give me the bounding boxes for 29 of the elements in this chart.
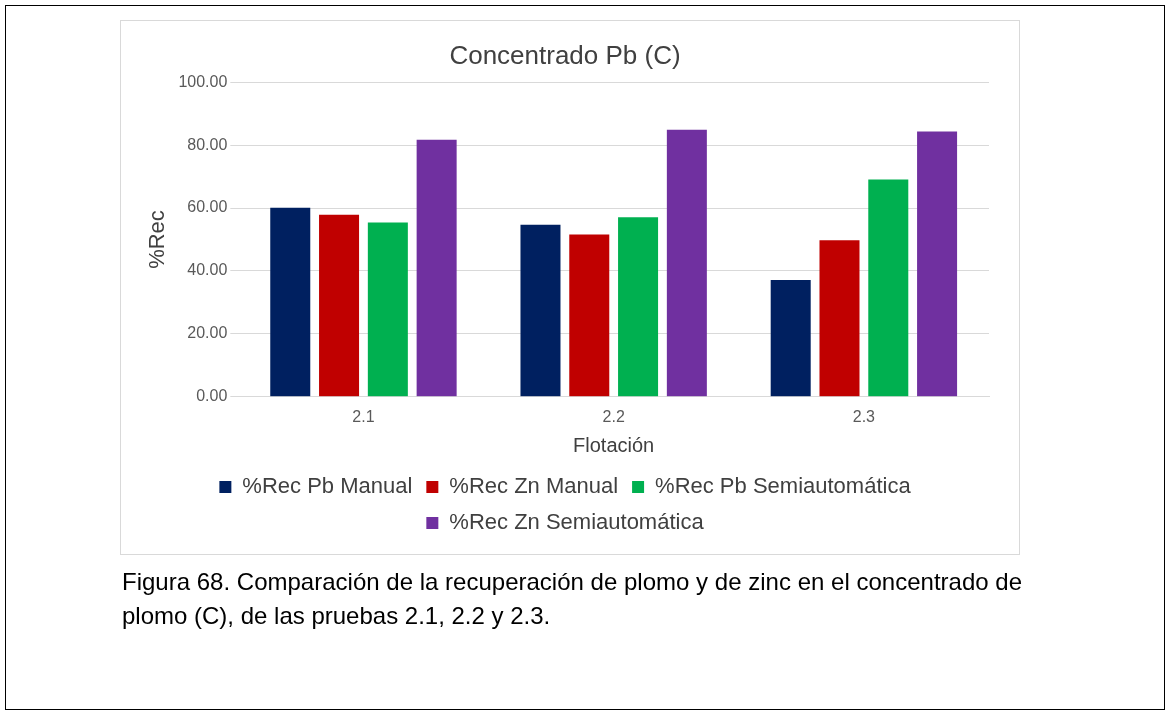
- bar: [367, 222, 408, 397]
- legend-label: %Rec Pb Semiautomática: [655, 473, 912, 499]
- x-tick-label: 2.2: [602, 407, 625, 425]
- bar: [520, 224, 561, 397]
- x-axis-title: Flotación: [573, 433, 655, 456]
- bar: [270, 207, 311, 397]
- y-tick-label: 40.00: [187, 261, 228, 279]
- legend-label: %Rec Pb Manual: [242, 473, 413, 499]
- bar: [618, 217, 659, 397]
- legend-label: %Rec Zn Semiautomática: [449, 509, 705, 535]
- bar: [319, 214, 360, 397]
- bar: [666, 129, 707, 397]
- bar: [416, 139, 457, 397]
- y-tick-label: 80.00: [187, 135, 228, 153]
- text: Figura 68. Comparación de la recuperación de plomo y de zinc en el concentrado de plomo (C), de las pruebas 2.1, 2.2 y 2.3.: [122, 567, 1022, 631]
- bar: [868, 179, 909, 397]
- y-tick-label: 20.00: [187, 324, 228, 342]
- y-tick-label: 60.00: [187, 198, 228, 216]
- bar: [917, 131, 958, 397]
- y-tick-label: 0.00: [196, 387, 228, 405]
- y-tick-label: 100.00: [178, 72, 228, 90]
- y-axis-title: %Rec: [144, 210, 170, 269]
- x-tick-label: 2.1: [352, 407, 375, 425]
- bar: [569, 234, 610, 397]
- bar: [819, 240, 860, 397]
- chart-title: Concentrado Pb (C): [449, 39, 681, 70]
- x-tick-label: 2.3: [852, 407, 876, 425]
- legend-label: %Rec Zn Manual: [449, 473, 619, 499]
- bar: [770, 280, 811, 397]
